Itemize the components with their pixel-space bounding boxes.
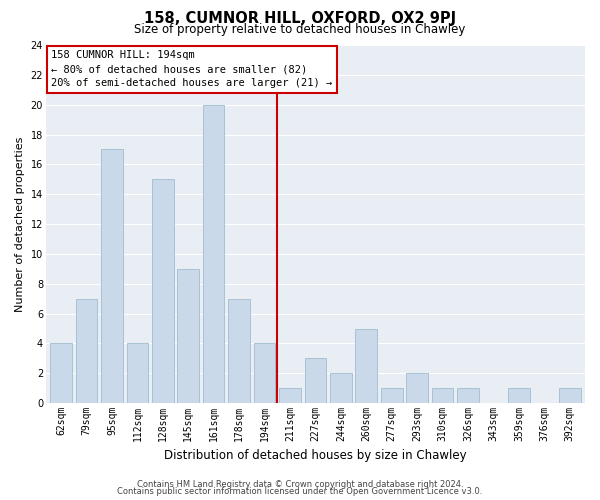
Bar [457, 388, 479, 403]
Bar [381, 388, 403, 403]
Bar [406, 374, 428, 403]
Bar [330, 374, 352, 403]
Bar [305, 358, 326, 403]
Bar [50, 344, 72, 403]
Bar [178, 269, 199, 403]
Text: Contains HM Land Registry data © Crown copyright and database right 2024.: Contains HM Land Registry data © Crown c… [137, 480, 463, 489]
Bar [279, 388, 301, 403]
Bar [203, 104, 224, 403]
Text: 158, CUMNOR HILL, OXFORD, OX2 9PJ: 158, CUMNOR HILL, OXFORD, OX2 9PJ [144, 11, 456, 26]
Bar [432, 388, 454, 403]
X-axis label: Distribution of detached houses by size in Chawley: Distribution of detached houses by size … [164, 450, 467, 462]
Bar [229, 298, 250, 403]
Bar [101, 150, 123, 403]
Bar [559, 388, 581, 403]
Bar [508, 388, 530, 403]
Bar [76, 298, 97, 403]
Bar [127, 344, 148, 403]
Text: Size of property relative to detached houses in Chawley: Size of property relative to detached ho… [134, 22, 466, 36]
Bar [355, 328, 377, 403]
Text: Contains public sector information licensed under the Open Government Licence v3: Contains public sector information licen… [118, 487, 482, 496]
Text: 158 CUMNOR HILL: 194sqm
← 80% of detached houses are smaller (82)
20% of semi-de: 158 CUMNOR HILL: 194sqm ← 80% of detache… [51, 50, 332, 88]
Y-axis label: Number of detached properties: Number of detached properties [15, 136, 25, 312]
Bar [254, 344, 275, 403]
Bar [152, 180, 173, 403]
